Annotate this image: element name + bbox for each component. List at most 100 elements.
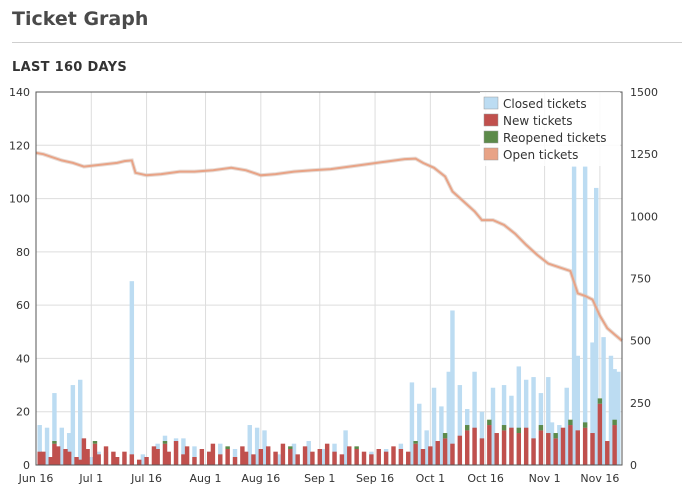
new-bar — [568, 425, 573, 465]
new-bar — [173, 441, 179, 465]
plot-frame — [35, 91, 623, 466]
closed-bar — [218, 443, 223, 465]
closed-bar — [181, 438, 186, 465]
new-bar — [280, 443, 286, 465]
closed-bar — [129, 281, 135, 465]
legend-box — [480, 92, 620, 166]
legend-label: Closed tickets — [503, 97, 587, 111]
x-tick-label: Oct 1 — [416, 472, 446, 485]
new-bar — [210, 443, 216, 465]
new-bar — [450, 443, 455, 465]
new-bar — [590, 433, 595, 465]
closed-bar — [571, 166, 577, 465]
axes: 0 20 40 60 80 100 120 140 0 250 500 750 1000 1250 1500… — [9, 86, 658, 485]
closed-bar — [89, 457, 94, 465]
y-tick-label: 100 — [9, 193, 30, 206]
new-bar — [354, 449, 359, 465]
closed-bar — [424, 430, 429, 465]
closed-bar — [590, 342, 595, 465]
closed-bar — [52, 393, 57, 465]
new-bar — [37, 451, 42, 465]
new-bar — [413, 443, 418, 465]
new-bar — [232, 457, 238, 465]
ticket-chart: 0 20 40 60 80 100 120 140 0 250 500 750 1000 1250 1500… — [9, 86, 658, 485]
reopened-bar — [464, 425, 470, 431]
new-bar — [63, 449, 68, 465]
open-tickets-line — [35, 151, 623, 342]
closed-bar — [70, 385, 76, 465]
closed-bar — [417, 403, 422, 465]
y-tick-label: 60 — [16, 299, 30, 312]
x-tick-label: Oct 16 — [467, 472, 504, 485]
closed-bar — [59, 427, 65, 465]
x-tick-label: Sep 1 — [304, 472, 335, 485]
closed-bars — [37, 166, 621, 465]
legend-swatch — [483, 147, 499, 161]
closed-bar — [557, 425, 562, 465]
closed-bar — [254, 427, 260, 465]
new-bar — [347, 446, 352, 465]
new-bar — [74, 457, 79, 465]
new-bar — [369, 454, 374, 465]
closed-bar — [343, 430, 348, 465]
new-bar — [85, 449, 90, 465]
title-divider — [12, 42, 682, 43]
legend-label: New tickets — [503, 114, 573, 128]
new-bar — [181, 454, 186, 465]
closed-bar — [546, 377, 551, 465]
new-bar — [575, 430, 580, 465]
closed-bar — [291, 443, 297, 465]
y2-tick-label: 1000 — [630, 210, 658, 223]
closed-bar — [277, 454, 282, 465]
x-tick-label: Jul 16 — [130, 472, 162, 485]
new-bar — [218, 454, 223, 465]
closed-bar — [601, 337, 606, 465]
new-bar — [225, 449, 230, 465]
reopened-bar — [582, 422, 588, 428]
reopened-bar — [52, 441, 57, 444]
y-tick-label: 120 — [9, 139, 30, 152]
new-bar — [240, 446, 245, 465]
reopened-bar — [162, 441, 168, 444]
closed-bar — [593, 187, 599, 465]
new-bar — [155, 449, 160, 465]
new-bar — [391, 446, 396, 465]
new-bar — [162, 443, 168, 465]
new-bar — [310, 451, 315, 465]
new-bar — [295, 454, 300, 465]
reopened-bar — [288, 446, 293, 450]
new-bar — [324, 443, 330, 465]
new-bar — [435, 441, 440, 465]
open-line-shadow — [35, 150, 624, 343]
closed-bar — [616, 371, 621, 465]
new-bar — [81, 438, 87, 465]
closed-bar — [262, 430, 267, 465]
reopened-bar — [413, 441, 418, 444]
reopened-bar — [568, 419, 573, 426]
new-bar — [339, 454, 345, 465]
legend: Closed tickets New tickets Reopened ticket… — [480, 92, 620, 166]
new-bar — [66, 451, 72, 465]
closed-bar — [306, 441, 311, 465]
closed-bar — [531, 377, 536, 465]
y2-tick-label: 1250 — [630, 148, 658, 161]
x-tick-label: Aug 16 — [241, 472, 280, 485]
new-bar — [546, 433, 551, 465]
new-bar — [553, 438, 558, 465]
new-bar — [442, 438, 448, 465]
new-bar — [523, 427, 529, 465]
new-bar — [144, 457, 149, 465]
y-tick-label: 20 — [16, 406, 30, 419]
closed-bar — [490, 387, 496, 465]
closed-bar — [140, 454, 146, 465]
new-bar — [151, 446, 157, 465]
new-bar — [494, 433, 499, 465]
reopened-bar — [487, 419, 492, 426]
new-bar — [531, 438, 536, 465]
y2-tick-label: 0 — [630, 459, 637, 472]
new-bar — [605, 441, 610, 465]
closed-bar — [247, 425, 252, 465]
closed-bar — [523, 379, 529, 465]
legend-label: Reopened tickets — [503, 131, 606, 145]
new-bar — [516, 433, 522, 465]
